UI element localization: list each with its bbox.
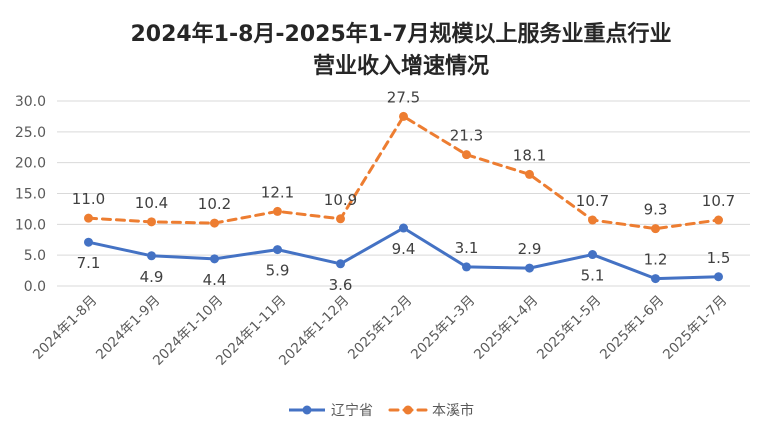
- series-2-point-10: [714, 215, 723, 225]
- series-2-point-3: [273, 206, 282, 216]
- series-2-data-label-4: 10.9: [324, 191, 357, 209]
- series-1-data-label-9: 1.2: [644, 251, 668, 269]
- series-1-point-2: [210, 254, 219, 264]
- series-2-data-label-9: 9.3: [644, 201, 668, 219]
- series-1-point-1: [147, 251, 156, 261]
- series-1-data-label-8: 5.1: [581, 267, 605, 285]
- series-2-point-5: [399, 111, 408, 121]
- series-2-data-label-6: 21.3: [450, 127, 483, 145]
- series-2-data-label-10: 10.7: [702, 192, 735, 210]
- series-1-data-label-3: 5.9: [266, 262, 290, 280]
- series-1-point-3: [273, 245, 282, 255]
- legend-item-series-1: 辽宁省: [289, 402, 373, 419]
- legend-marker-series-2: [403, 405, 413, 415]
- legend-marker-series-1: [302, 405, 312, 415]
- series-2-point-0: [84, 213, 93, 223]
- series-1-data-label-1: 4.9: [140, 268, 164, 286]
- legend-label-series-2: 本溪市: [432, 402, 474, 419]
- series-2-point-2: [210, 218, 219, 228]
- series-1-point-4: [336, 259, 345, 269]
- series-2-point-8: [588, 215, 597, 225]
- series-2-point-6: [462, 150, 471, 160]
- series-layer: [84, 111, 723, 284]
- series-2-line: [87, 114, 720, 231]
- series-2-data-label-5: 27.5: [387, 88, 420, 106]
- series-1-data-label-10: 1.5: [707, 249, 731, 267]
- series-2-data-label-8: 10.7: [576, 192, 609, 210]
- series-1-data-label-6: 3.1: [455, 239, 479, 257]
- chart-title-line-2: 营业收入增速情况: [313, 53, 489, 79]
- y-tick-label: 10.0: [15, 217, 46, 233]
- series-1-point-0: [84, 237, 93, 247]
- series-2-data-label-0: 11.0: [72, 190, 105, 208]
- y-tick-label: 5.0: [24, 248, 46, 264]
- series-1-point-6: [462, 262, 471, 272]
- series-1-point-8: [588, 250, 597, 260]
- y-tick-label: 20.0: [15, 156, 46, 172]
- y-tick-label: 25.0: [15, 125, 46, 141]
- series-2-data-label-2: 10.2: [198, 195, 231, 213]
- series-2-data-label-3: 12.1: [261, 183, 294, 201]
- series-2-point-4: [336, 214, 345, 224]
- series-1-data-label-2: 4.4: [203, 271, 227, 289]
- legend: 辽宁省 本溪市: [289, 402, 474, 419]
- series-1-point-10: [714, 272, 723, 282]
- series-1-point-5: [399, 223, 408, 233]
- data-labels: 7.1 4.9 4.4 5.9 3.6 9.4 3.1 2.9 5.1 1.2 1.5 11.0 10.…: [72, 88, 735, 293]
- y-tick-label: 15.0: [15, 187, 46, 203]
- y-axis-tick-labels: 0.0 5.0 10.0 15.0 20.0 25.0 30.0: [15, 94, 46, 295]
- series-2-data-label-1: 10.4: [135, 194, 168, 212]
- series-1-data-label-7: 2.9: [518, 240, 542, 258]
- legend-label-series-1: 辽宁省: [331, 402, 373, 419]
- y-tick-label: 30.0: [15, 94, 46, 110]
- series-2-data-label-7: 18.1: [513, 146, 546, 164]
- series-2-point-1: [147, 217, 156, 227]
- series-1-point-7: [525, 263, 534, 273]
- series-2-point-7: [525, 169, 534, 179]
- series-2-point-9: [651, 224, 660, 234]
- chart-title-line-1: 2024年1-8月-2025年1-7月规模以上服务业重点行业: [130, 21, 671, 47]
- series-1-data-label-5: 9.4: [392, 240, 416, 258]
- series-1-data-label-0: 7.1: [77, 254, 101, 272]
- series-1-data-label-4: 3.6: [329, 276, 353, 294]
- legend-item-series-2: 本溪市: [388, 402, 474, 419]
- y-tick-label: 0.0: [24, 279, 46, 295]
- series-1-point-9: [651, 274, 660, 284]
